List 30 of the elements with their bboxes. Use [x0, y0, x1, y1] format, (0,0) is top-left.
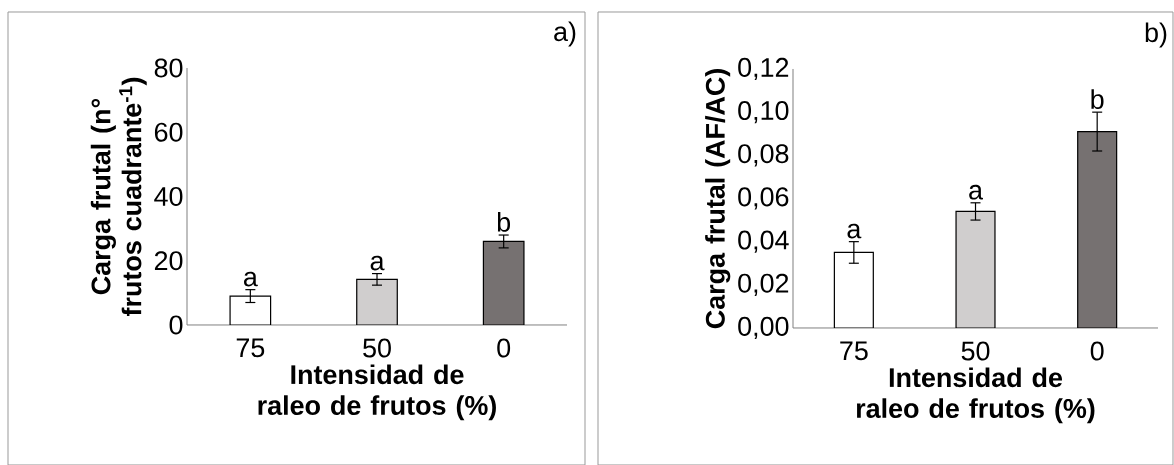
x-tick-label: 50 [961, 341, 990, 361]
y-tick-label: 40 [154, 186, 183, 207]
y-tick-label: 0,12 [738, 57, 789, 81]
y-tick-label: 0,06 [738, 187, 789, 210]
y-tick-label: 0,02 [738, 273, 789, 296]
annotation: b [1091, 89, 1104, 109]
y-tick-label: 0 [169, 315, 183, 335]
x-tick-label: 75 [236, 338, 265, 358]
annotation: a [847, 223, 862, 239]
y-tick-label: 0,08 [738, 144, 789, 167]
annotation: a [370, 255, 385, 271]
annotation: b [497, 212, 511, 232]
y-axis-title: Carga frutal (AF/AC) [705, 69, 731, 329]
annotation: a [244, 271, 258, 287]
x-tick-label: 75 [840, 341, 868, 361]
x-axis-title: Intensidad de raleo de frutos (%) [258, 364, 496, 421]
y-tick-label: 0,00 [738, 316, 789, 340]
chart-title: b) [1145, 22, 1167, 48]
y-tick-label: 0,10 [738, 101, 789, 124]
chart-title: a) [554, 21, 576, 47]
y-tick-label: 0,04 [738, 230, 789, 253]
x-axis-title: Intensidad de raleo de frutos (%) [856, 367, 1095, 424]
x-tick-label: 0 [1090, 341, 1104, 361]
y-tick-label: 80 [154, 58, 183, 78]
x-tick-label: 50 [363, 338, 391, 358]
annotation: a [969, 184, 983, 200]
y-axis-title: Carga frutal (n° frutos cuadrante$^{-1}$) [90, 77, 147, 316]
y-tick-label: 60 [154, 122, 183, 142]
y-tick-label: 20 [154, 251, 183, 271]
x-tick-label: 0 [497, 338, 511, 358]
